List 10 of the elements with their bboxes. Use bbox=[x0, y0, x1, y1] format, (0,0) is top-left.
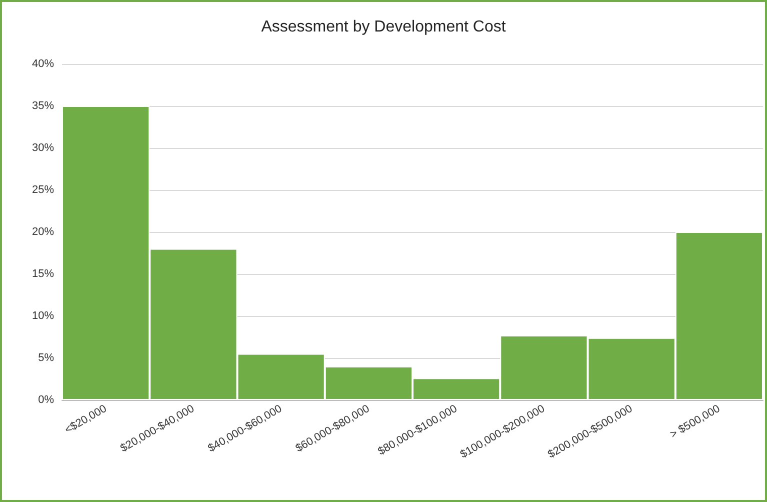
y-tick-label: 25% bbox=[32, 184, 54, 196]
y-tick-label: 30% bbox=[32, 142, 54, 154]
y-tick-label: 35% bbox=[32, 100, 54, 112]
y-tick-label: 20% bbox=[32, 226, 54, 238]
chart-title: Assessment by Development Cost bbox=[261, 18, 506, 36]
y-tick-label: 10% bbox=[32, 310, 54, 322]
y-tick-label: 0% bbox=[38, 394, 54, 406]
y-tick-label: 15% bbox=[32, 268, 54, 280]
y-tick-label: 5% bbox=[38, 352, 54, 364]
y-tick-label: 40% bbox=[32, 58, 54, 70]
